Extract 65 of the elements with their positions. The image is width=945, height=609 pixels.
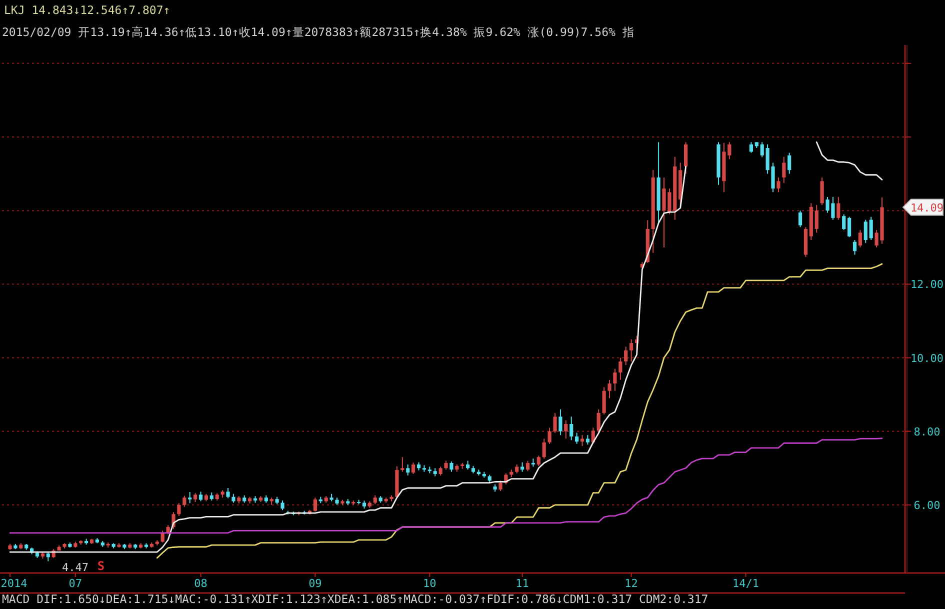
candlestick: [586, 434, 590, 446]
candlestick: [869, 216, 873, 241]
candlestick: [814, 204, 818, 234]
candlestick: [553, 412, 557, 434]
candlestick: [182, 495, 186, 508]
annotation: S: [97, 559, 105, 573]
candlestick: [198, 491, 203, 502]
candlestick: [596, 408, 600, 433]
candlestick: [602, 386, 606, 415]
candlestick: [575, 432, 579, 444]
x-tick-label: 09: [308, 577, 322, 590]
candlestick: [842, 214, 846, 231]
candlestick: [526, 460, 530, 472]
x-tick-label: 2014: [0, 577, 28, 590]
x-tick-label: 10: [423, 577, 436, 590]
candlestick: [188, 492, 192, 504]
candlestick: [177, 502, 181, 516]
y-tick-label: 12.00: [910, 278, 944, 292]
candlestick: [580, 434, 584, 447]
candlestick: [313, 497, 317, 512]
candlestick: [498, 480, 502, 492]
text: MACD DIF:1.650↓DEA:1.715↓MAC:-0.131↑XDIF:1.123↑XDEA:1.085↑MACD:-0.037↑FDIF:0.786↓CDM1:0.317 CDM2:0.317: [2, 592, 708, 606]
candlestick: [570, 416, 574, 441]
candlestick: [858, 230, 862, 248]
annotation: 4.47: [62, 561, 88, 574]
candlestick: [450, 461, 454, 472]
candlestick: [558, 408, 562, 436]
candlestick: [864, 219, 868, 244]
x-tick-label: 12: [624, 577, 638, 590]
candlestick: [630, 338, 634, 362]
candlestick: [406, 464, 410, 476]
y-tick-label: 10.00: [910, 352, 944, 365]
candlestick: [852, 240, 857, 256]
candlestick: [848, 216, 852, 238]
candlestick: [798, 210, 802, 228]
candlestick: [412, 462, 416, 475]
candlestick: [536, 455, 540, 466]
y-tick-label: 8.00: [914, 425, 940, 438]
candlestick: [776, 176, 780, 193]
candlestick: [624, 346, 628, 366]
candlestick: [782, 156, 786, 184]
x-tick-label: 07: [68, 577, 82, 590]
candlestick: [564, 420, 568, 440]
candlestick: [749, 142, 753, 154]
candlestick: [836, 196, 840, 220]
x-tick-label: 14/1: [732, 577, 759, 590]
candlestick: [760, 142, 764, 158]
y-tick-label: 6.00: [914, 498, 940, 512]
candlestick: [618, 357, 622, 380]
candlestick: [226, 488, 230, 499]
candlestick: [548, 427, 552, 444]
candlestick: [400, 456, 404, 472]
candlestick: [684, 142, 688, 174]
candlestick: [820, 176, 824, 206]
text: 2015/02/09 开13.19↑高14.36↑低13.10↑收14.09↑量2078383↑额287315↑换4.38% 振9.62% 涨(0.99)7.56% 指: [2, 25, 634, 39]
candlestick: [608, 379, 612, 399]
candlestick: [520, 462, 524, 472]
text: LKJ 14.843↓12.546↑7.807↑: [4, 3, 170, 17]
candlestick: [788, 152, 792, 174]
candlestick: [613, 368, 617, 392]
x-tick-label: 11: [516, 577, 529, 590]
x-tick-label: 08: [194, 577, 208, 590]
candlestick: [542, 438, 546, 460]
candlestick: [280, 500, 284, 511]
text: 14.09: [910, 201, 944, 214]
